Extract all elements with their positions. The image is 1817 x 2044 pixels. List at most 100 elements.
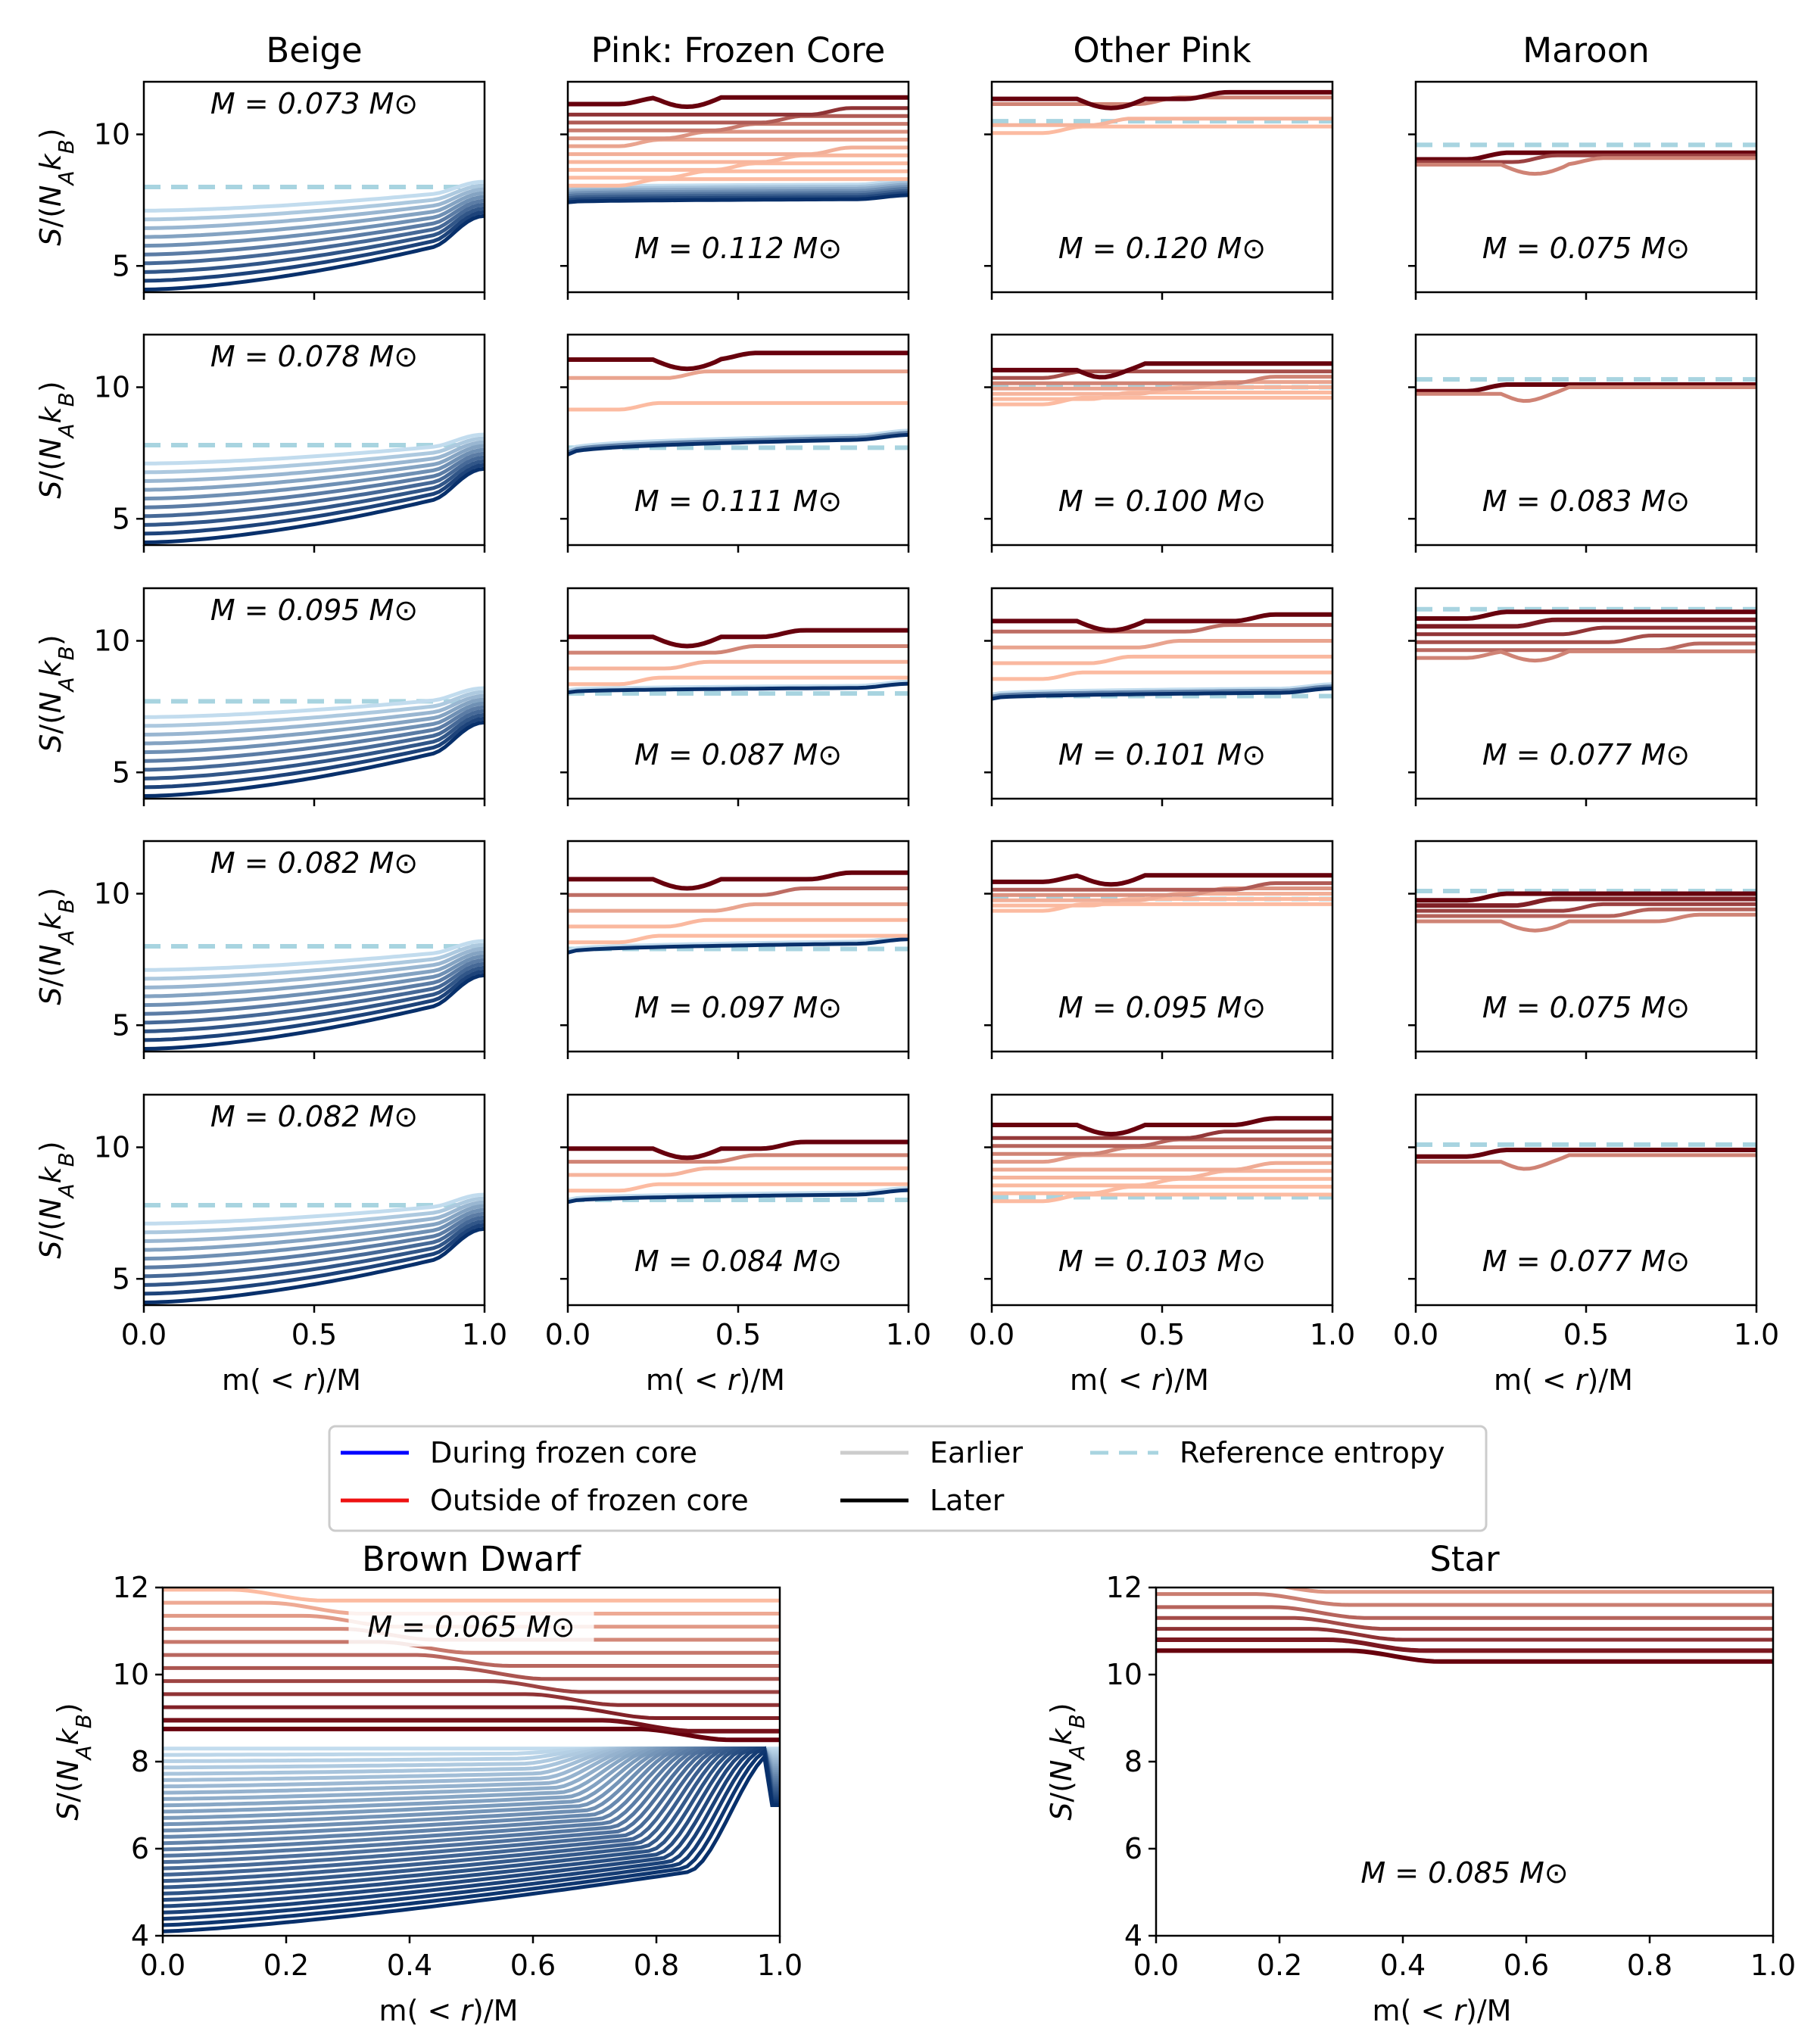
- panel-r1-c3: M = 0.083 M⊙: [1408, 333, 1758, 553]
- y-tick-label: 8: [1124, 1745, 1142, 1778]
- x-tick-label: 0.5: [1139, 1318, 1185, 1351]
- red-curve: [163, 1692, 780, 1707]
- panel-r1-c2: M = 0.100 M⊙: [984, 333, 1334, 553]
- red-curve: [568, 659, 908, 671]
- mass-label: M = 0.082 M⊙: [210, 846, 418, 880]
- blue-curve: [568, 428, 908, 453]
- blue-curve: [144, 943, 485, 981]
- legend-label: Earlier: [930, 1436, 1023, 1469]
- legend-label: During frozen core: [430, 1436, 697, 1469]
- column-title: Maroon: [1522, 30, 1650, 70]
- red-curve: [992, 897, 1332, 908]
- red-curve: [1416, 649, 1756, 663]
- mass-label: M = 0.095 M⊙: [1058, 991, 1266, 1024]
- red-curve: [568, 886, 908, 897]
- x-tick-label: 0.0: [969, 1318, 1014, 1351]
- red-curve: [992, 375, 1332, 385]
- panel-title: Star: [1429, 1539, 1500, 1579]
- panel-r4-c2: 0.0 0.5 1.0 M = 0.103 M⊙ m( < r)/M: [969, 1093, 1355, 1397]
- blue-curve: [144, 198, 485, 257]
- x-tick-label: 1.0: [757, 1949, 803, 1982]
- x-tick-label: 1.0: [1734, 1318, 1779, 1351]
- legend-item: Outside of frozen core: [341, 1484, 749, 1517]
- red-curve: [992, 1185, 1332, 1195]
- x-tick-label: 0.4: [387, 1949, 432, 1982]
- blue-curve: [144, 1211, 485, 1270]
- blue-curve: [568, 186, 908, 198]
- red-curve: [1156, 1637, 1773, 1653]
- red-curve: [568, 95, 908, 110]
- red-curve: [1416, 617, 1756, 629]
- panel-r2-c2: M = 0.101 M⊙: [984, 587, 1334, 806]
- x-tick-label: 1.0: [1310, 1318, 1355, 1351]
- blue-curve: [163, 1746, 780, 1865]
- blue-curve: [992, 684, 1332, 699]
- red-curve: [1416, 1153, 1756, 1171]
- panel-r2-c3: M = 0.077 M⊙: [1408, 587, 1758, 806]
- blue-curve: [163, 1746, 780, 1902]
- x-tick-label: 0.0: [1133, 1949, 1179, 1982]
- blue-curve: [568, 432, 908, 456]
- y-tick-label: 10: [94, 877, 130, 911]
- blue-curve: [144, 961, 485, 1025]
- blue-curve: [568, 180, 908, 192]
- legend: During frozen core Outside of frozen core…: [328, 1425, 1488, 1532]
- red-curve: [1416, 156, 1756, 176]
- blue-curve: [144, 1204, 485, 1252]
- panel-r3-c2: M = 0.095 M⊙: [984, 840, 1334, 1059]
- red-curve: [568, 137, 908, 148]
- blue-curve: [568, 431, 908, 455]
- mass-label: M = 0.075 M⊙: [1482, 991, 1690, 1024]
- blue-curve: [144, 946, 485, 989]
- panel-r1-c0: 5 10 M = 0.078 M⊙ S/(NAkB): [34, 333, 486, 553]
- blue-curve: [163, 1746, 780, 1921]
- x-tick-label: 1.0: [886, 1318, 931, 1351]
- red-curve: [1156, 1616, 1773, 1631]
- red-curve: [568, 153, 908, 164]
- blue-curve: [144, 954, 485, 1008]
- red-curve: [568, 1166, 908, 1177]
- panel-r4-c1: 0.0 0.5 1.0 M = 0.084 M⊙ m( < r)/M: [545, 1093, 931, 1397]
- red-curve: [992, 117, 1332, 127]
- bottom-panel-star: Star 4 6 8 10 12 0.0 0.2 0.4 0.6 0.8 1.0 M = 0.085 M…: [1045, 1539, 1796, 2027]
- blue-curve: [568, 193, 908, 204]
- legend-item: During frozen core: [341, 1436, 697, 1469]
- red-curve: [992, 1169, 1332, 1179]
- panel-r0-c0: 5 10 M = 0.073 M⊙ S/(NAkB): [34, 80, 486, 300]
- red-curve: [992, 1161, 1332, 1172]
- blue-curve: [144, 210, 485, 283]
- y-tick-label: 12: [113, 1571, 149, 1604]
- blue-curve: [144, 939, 485, 972]
- blue-curve: [144, 440, 485, 483]
- y-tick-label: 5: [112, 249, 130, 282]
- blue-curve: [144, 969, 485, 1042]
- blue-curve: [144, 183, 485, 222]
- x-tick-label: 0.2: [1257, 1949, 1302, 1982]
- blue-curve: [144, 191, 485, 239]
- x-tick-label: 0.0: [140, 1949, 185, 1982]
- blue-curve: [144, 455, 485, 519]
- x-axis-label: m( < r)/M: [222, 1363, 361, 1397]
- blue-curve: [144, 1200, 485, 1243]
- red-curve: [1416, 1148, 1756, 1159]
- red-curve: [992, 670, 1332, 681]
- red-curve: [568, 644, 908, 655]
- y-tick-label: 10: [94, 371, 130, 404]
- column-title: Beige: [266, 30, 362, 70]
- blue-curve: [144, 720, 485, 798]
- blue-curve: [163, 1746, 780, 1877]
- blue-curve: [144, 1207, 485, 1261]
- x-tick-label: 0.5: [1563, 1318, 1609, 1351]
- y-tick-label: 5: [112, 1262, 130, 1295]
- red-curve: [992, 369, 1332, 380]
- red-curve: [992, 1137, 1332, 1148]
- blue-curve: [568, 679, 908, 693]
- x-axis-label: m( < r)/M: [1070, 1363, 1209, 1397]
- blue-curve: [568, 191, 908, 202]
- mass-label: M = 0.065 M⊙: [367, 1610, 575, 1644]
- red-curve: [1416, 382, 1756, 394]
- panel-r2-c1: M = 0.087 M⊙: [560, 587, 910, 806]
- blue-curve: [568, 1186, 908, 1202]
- x-tick-label: 0.4: [1380, 1949, 1426, 1982]
- blue-curve: [163, 1746, 780, 1846]
